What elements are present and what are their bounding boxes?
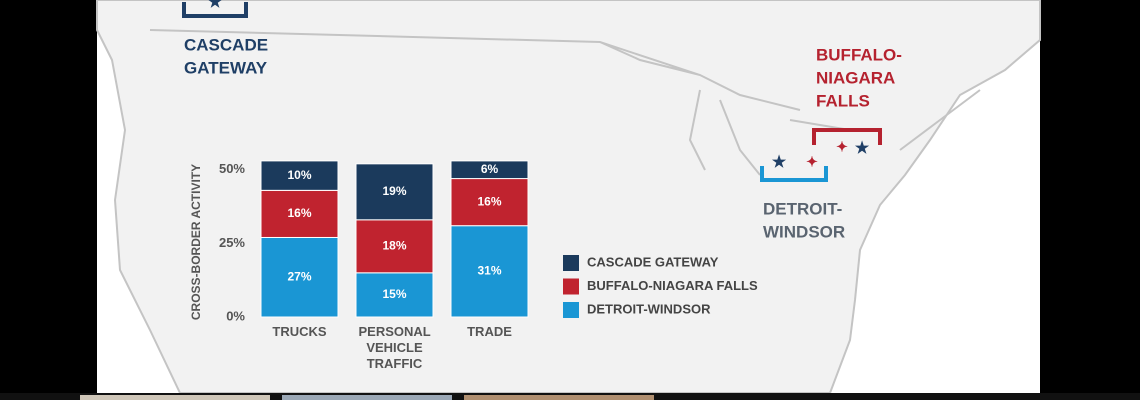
thumbnail xyxy=(464,395,654,400)
star: ★ xyxy=(208,0,223,11)
bar-segment xyxy=(260,236,339,318)
thumbnail xyxy=(80,395,270,400)
maple-leaf: ✦ xyxy=(806,154,818,170)
bracket xyxy=(760,166,828,182)
thumbnail xyxy=(282,395,452,400)
bar-segment xyxy=(260,189,339,238)
legend-swatch xyxy=(563,302,579,318)
map-label: FALLS xyxy=(816,91,870,110)
data-label: 27% xyxy=(287,269,311,283)
y-tick-label: 0% xyxy=(226,308,245,323)
data-label: 18% xyxy=(382,238,406,252)
map-label: DETROIT- xyxy=(763,199,842,218)
x-tick-label: TRADE xyxy=(467,324,512,339)
data-label: 6% xyxy=(481,162,499,176)
map-label: WINDSOR xyxy=(763,222,845,241)
bar-segment xyxy=(450,160,529,180)
data-label: 10% xyxy=(287,168,311,182)
y-tick-label: 25% xyxy=(219,235,245,250)
legend-label: BUFFALO-NIAGARA FALLS xyxy=(587,278,758,293)
legend-swatch xyxy=(563,278,579,295)
map-label: BUFFALO- xyxy=(816,45,902,64)
legend-label: DETROIT-WINDSOR xyxy=(587,301,711,316)
data-label: 16% xyxy=(287,206,311,220)
star: ★ xyxy=(855,140,870,157)
bar-segment xyxy=(260,160,339,191)
map-label: NIAGARA xyxy=(816,68,895,87)
data-label: 15% xyxy=(382,287,406,301)
x-tick-label: PERSONAL VEHICLE TRAFFIC xyxy=(358,324,431,371)
data-label: 19% xyxy=(382,184,406,198)
y-tick-label: 50% xyxy=(219,161,245,176)
bracket xyxy=(182,2,248,18)
star: ★ xyxy=(772,154,787,171)
data-label: 31% xyxy=(477,264,501,278)
y-axis-label: CROSS-BORDER ACTIVITY xyxy=(189,164,203,320)
map-label: CASCADE xyxy=(184,35,268,54)
bar-segment xyxy=(355,272,434,318)
bracket xyxy=(812,128,882,145)
bar-segment xyxy=(355,163,434,221)
map-label: GATEWAY xyxy=(184,58,268,77)
data-label: 16% xyxy=(477,194,501,208)
x-tick-label: TRUCKS xyxy=(272,324,327,339)
legend-swatch xyxy=(563,255,579,271)
legend-label: CASCADE GATEWAY xyxy=(587,254,719,269)
map-borders xyxy=(149,29,981,176)
maple-leaf: ✦ xyxy=(836,139,848,155)
bar-segment xyxy=(355,219,434,274)
